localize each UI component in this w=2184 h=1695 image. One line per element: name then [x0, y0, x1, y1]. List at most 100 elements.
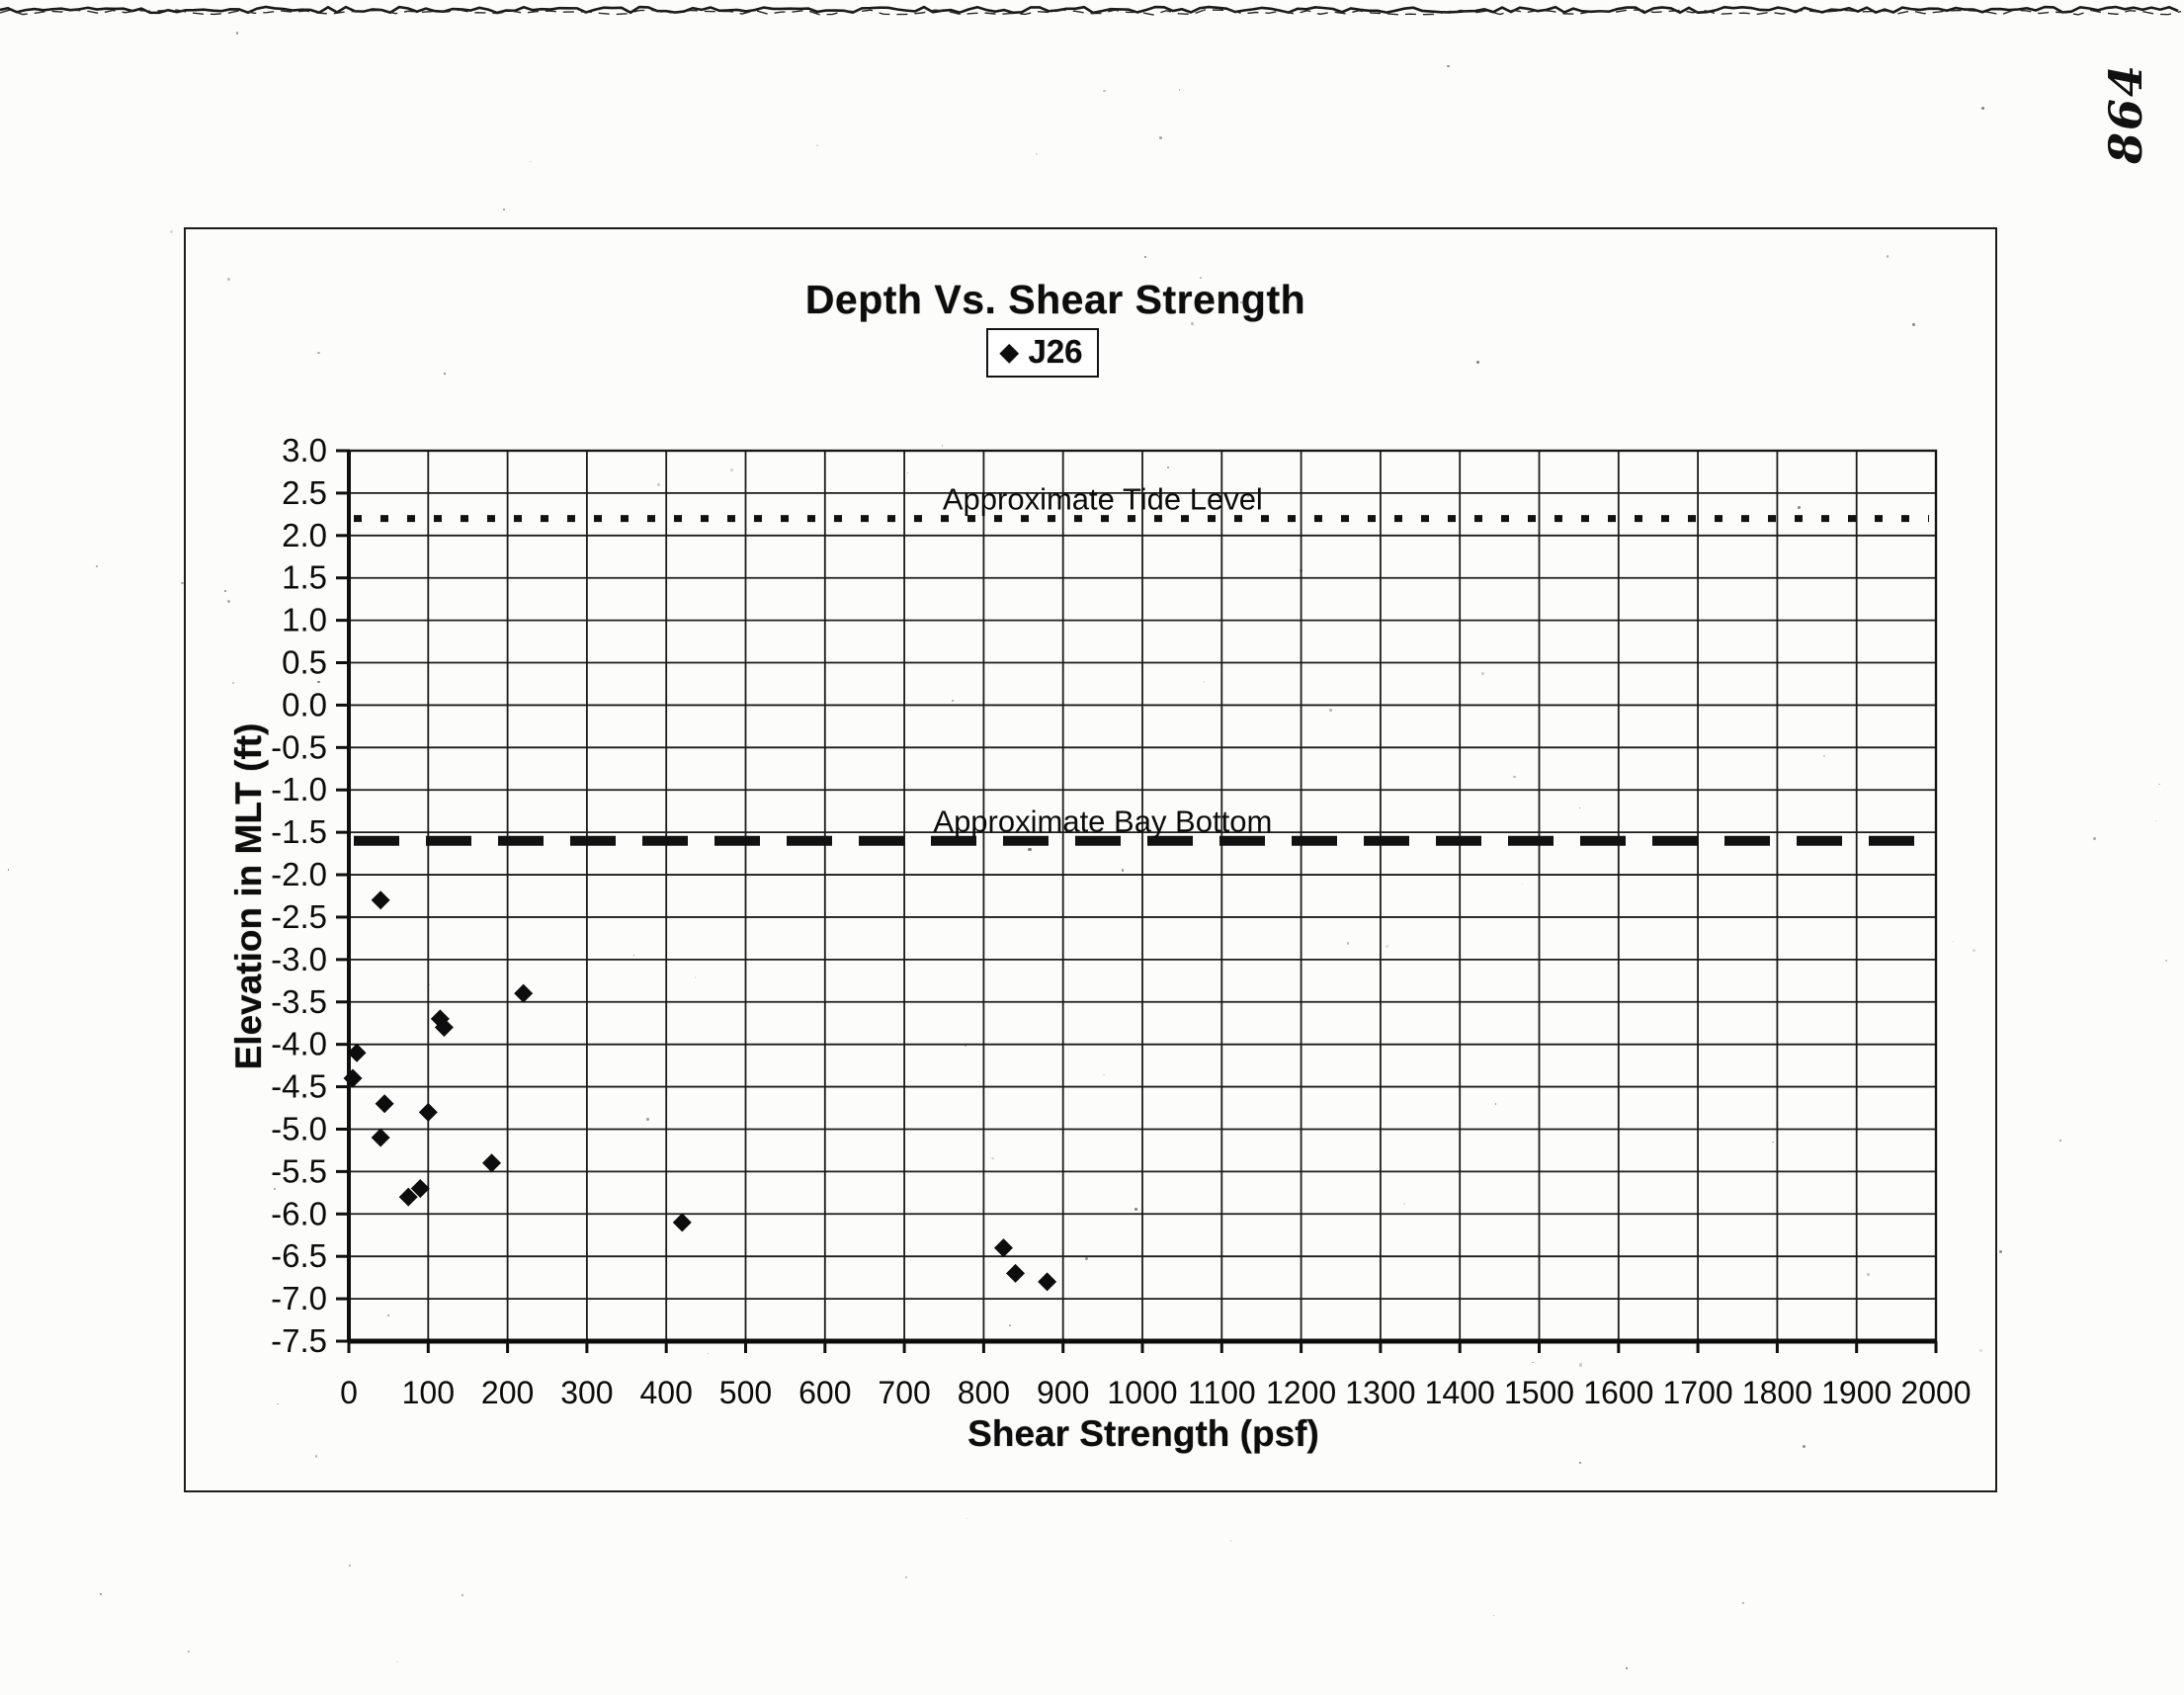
noise-dot [2165, 959, 2167, 962]
y-tick-label: -5.5 [271, 1152, 327, 1189]
y-tick-label: -6.5 [271, 1237, 327, 1274]
scatter-plot: 3.0 2.5 2.0 1.5 1.0 0.5 0.0 -0.5 -1.0 -1.5 -2.0 -2.… [271, 432, 1971, 1410]
noise-dot [187, 1650, 190, 1653]
data-point-diamond [371, 890, 390, 910]
data-point-diamond [672, 1213, 692, 1232]
data-point-diamond [398, 1187, 418, 1207]
noise-dot [169, 229, 173, 233]
noise-dot [1230, 1540, 1232, 1542]
data-point-diamond [375, 1094, 394, 1114]
data-point-diamond [1038, 1272, 1057, 1292]
noise-dot [966, 1517, 968, 1520]
y-tick-label: -4.0 [271, 1026, 327, 1062]
x-tick-label: 600 [798, 1375, 851, 1410]
y-tick-label: -4.5 [271, 1068, 327, 1105]
x-tick-label: 1700 [1663, 1375, 1733, 1410]
y-tick-label: 2.0 [282, 517, 327, 553]
noise-dot [96, 565, 98, 567]
noise-dot [2092, 837, 2096, 841]
y-tick-label: -3.0 [271, 941, 327, 977]
x-tick-label: 500 [719, 1375, 772, 1410]
x-tick-label: 200 [481, 1375, 534, 1410]
noise-dot [1447, 65, 1450, 68]
x-tick-label: 1500 [1504, 1375, 1574, 1410]
y-tick-label: 0.5 [282, 644, 327, 681]
data-point-diamond [514, 983, 534, 1003]
noise-dot [2158, 783, 2160, 785]
data-point-diamond [371, 1128, 390, 1147]
y-tick-label: 0.0 [282, 686, 327, 722]
y-tick-label: -6.0 [271, 1195, 327, 1231]
x-tick-label: 1100 [1188, 1375, 1256, 1410]
y-tick-label: 1.0 [282, 602, 327, 638]
y-tick-label: -1.0 [271, 771, 327, 807]
torn-edge-line [0, 5, 2179, 15]
scan-edge-artifact [0, 5, 2182, 16]
y-tick-label: -2.5 [271, 898, 327, 935]
noise-dot [1999, 1250, 2003, 1254]
torn-edge-line-2 [0, 9, 2182, 16]
y-tick-label: 1.5 [282, 559, 327, 596]
y-tick-label: -3.5 [271, 983, 327, 1020]
x-tick-label: 2000 [1900, 1375, 1971, 1410]
x-tick-label: 1200 [1266, 1375, 1336, 1410]
data-point-diamond [418, 1102, 438, 1122]
y-tick-label: -2.0 [271, 856, 327, 892]
x-tick-label: 1800 [1742, 1375, 1812, 1410]
noise-dot [1980, 107, 1985, 111]
x-tick-label: 900 [1037, 1375, 1089, 1410]
reference-line-label: Approximate Tide Level [943, 482, 1263, 517]
x-tick-label: 1900 [1821, 1375, 1891, 1410]
x-tick-label: 800 [958, 1375, 1010, 1410]
y-tick-label: -5.0 [271, 1110, 327, 1146]
noise-dot [1103, 89, 1106, 93]
y-tick-label: -7.0 [271, 1280, 327, 1316]
data-point-diamond [410, 1179, 430, 1199]
y-tick-label: 3.0 [282, 432, 327, 468]
x-tick-label: 1400 [1425, 1375, 1495, 1410]
x-tick-label: 1000 [1107, 1375, 1177, 1410]
x-tick-label: 1600 [1583, 1375, 1653, 1410]
noise-dot [2059, 1140, 2062, 1142]
noise-dot [396, 1660, 398, 1663]
noise-dot [1158, 136, 1162, 140]
noise-dot [904, 1575, 908, 1579]
data-point-diamond [1006, 1263, 1026, 1283]
data-point-diamond [347, 1043, 367, 1062]
noise-dot [2154, 819, 2156, 821]
diamond-marker-icon: ◆ [1000, 339, 1019, 366]
noise-dot [7, 869, 10, 872]
noise-dot [816, 144, 819, 147]
data-point-diamond [482, 1153, 502, 1173]
data-point-diamond [434, 1018, 454, 1038]
noise-dot [1492, 1614, 1495, 1617]
noise-dot [1741, 1601, 1745, 1604]
legend: ◆ J26 [986, 328, 1099, 378]
noise-dot [1035, 152, 1038, 156]
x-tick-label: 1300 [1345, 1375, 1415, 1410]
noise-dot [1625, 1667, 1628, 1670]
noise-dot [502, 208, 506, 212]
x-axis-title: Shear Strength (psf) [967, 1413, 1319, 1454]
chart-title: Depth Vs. Shear Strength [804, 277, 1306, 322]
x-tick-label: 300 [560, 1375, 613, 1410]
x-tick-label: 700 [878, 1375, 930, 1410]
noise-dot [461, 1593, 463, 1596]
noise-dot [100, 1592, 103, 1595]
reference-line-label: Approximate Bay Bottom [933, 805, 1272, 839]
noise-dot [530, 160, 533, 163]
noise-dot [1178, 89, 1181, 91]
data-point-diamond [993, 1238, 1013, 1258]
y-tick-label: -1.5 [271, 813, 327, 850]
noise-dot [348, 1564, 351, 1567]
x-tick-label: 400 [640, 1375, 693, 1410]
legend-series-label: J26 [1028, 333, 1083, 370]
data-point-diamond [343, 1068, 363, 1088]
chart-frame: Depth Vs. Shear Strength ◆ J26 3.0 2.5 2.0… [184, 227, 1997, 1492]
y-axis-title: Elevation in MLT (ft) [228, 722, 269, 1070]
handwritten-page-number: 864 [2099, 62, 2152, 165]
y-tick-label: -7.5 [271, 1322, 327, 1359]
y-tick-label: -0.5 [271, 728, 327, 765]
x-tick-label: 0 [340, 1375, 358, 1410]
